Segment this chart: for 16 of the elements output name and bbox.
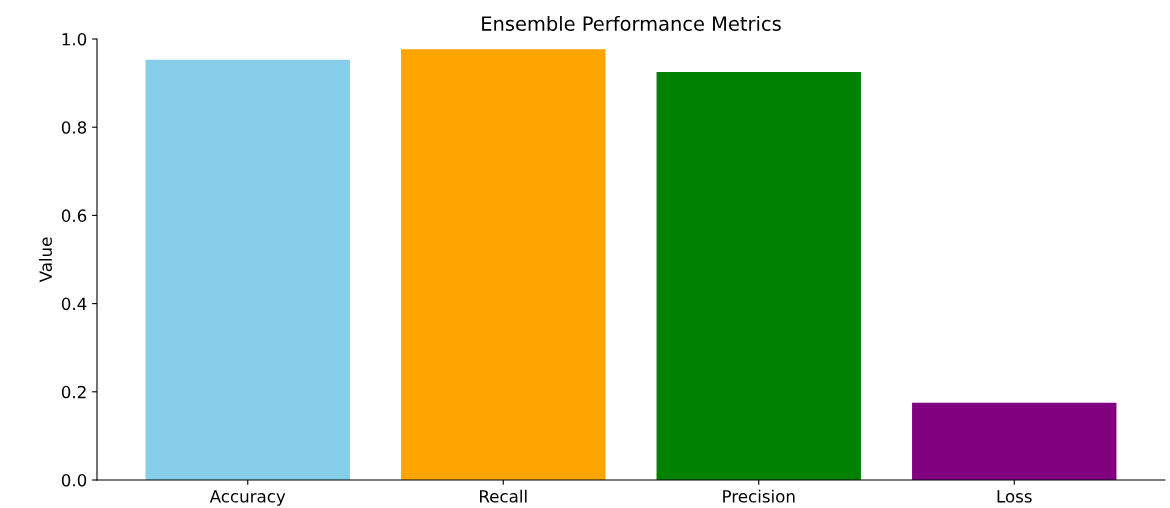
bar <box>656 72 861 480</box>
chart-title: Ensemble Performance Metrics <box>482 15 781 31</box>
bar <box>912 402 1117 480</box>
bar <box>145 59 350 480</box>
y-tick-label: 0.4 <box>61 297 87 311</box>
bar <box>401 49 606 480</box>
y-axis-title: Value <box>39 237 52 283</box>
x-tick-label: Accuracy <box>209 490 286 506</box>
x-tick-label: Precision <box>723 489 795 503</box>
y-tick-label: 0.6 <box>61 209 87 222</box>
y-tick-label: 0.2 <box>61 385 86 399</box>
y-tick-label: 0.0 <box>61 473 87 487</box>
y-tick-label: 0.8 <box>61 121 87 134</box>
x-tick-label: Recall <box>480 489 527 503</box>
x-tick-label: Loss <box>997 490 1032 503</box>
y-tick-label: 1.0 <box>62 32 87 46</box>
